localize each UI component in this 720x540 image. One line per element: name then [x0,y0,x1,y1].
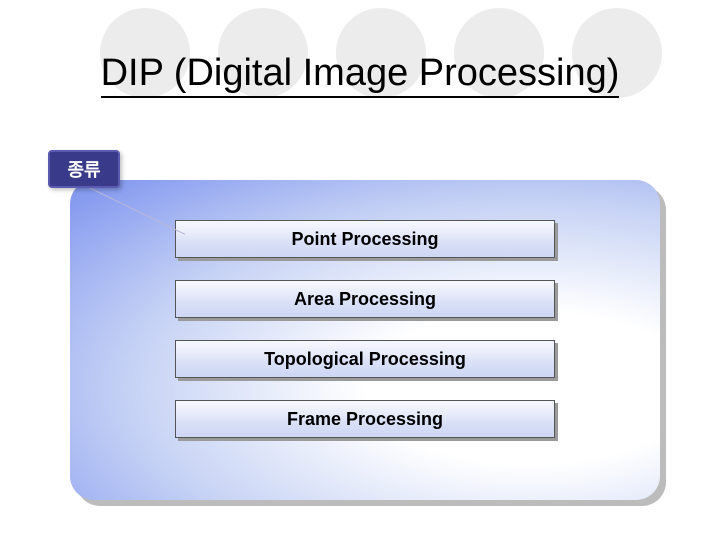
list-item-face: Point Processing [175,220,555,258]
list-item-face: Frame Processing [175,400,555,438]
list-item: Topological Processing [175,340,555,378]
list-item: Point Processing [175,220,555,258]
list-item: Area Processing [175,280,555,318]
page-title-text: DIP (Digital Image Processing) [101,52,620,98]
panel: Point Processing Area Processing Topolog… [70,180,660,500]
category-badge-label: 종류 [67,156,100,182]
page-title: DIP (Digital Image Processing) [0,52,720,95]
list-item-label: Area Processing [294,289,436,310]
list-item-face: Area Processing [175,280,555,318]
panel-face: Point Processing Area Processing Topolog… [70,180,660,500]
list-item-face: Topological Processing [175,340,555,378]
list-item-label: Frame Processing [287,409,443,430]
list-item-label: Topological Processing [264,349,466,370]
category-badge: 종류 [48,150,120,188]
list-item: Frame Processing [175,400,555,438]
list-item-label: Point Processing [291,229,438,250]
